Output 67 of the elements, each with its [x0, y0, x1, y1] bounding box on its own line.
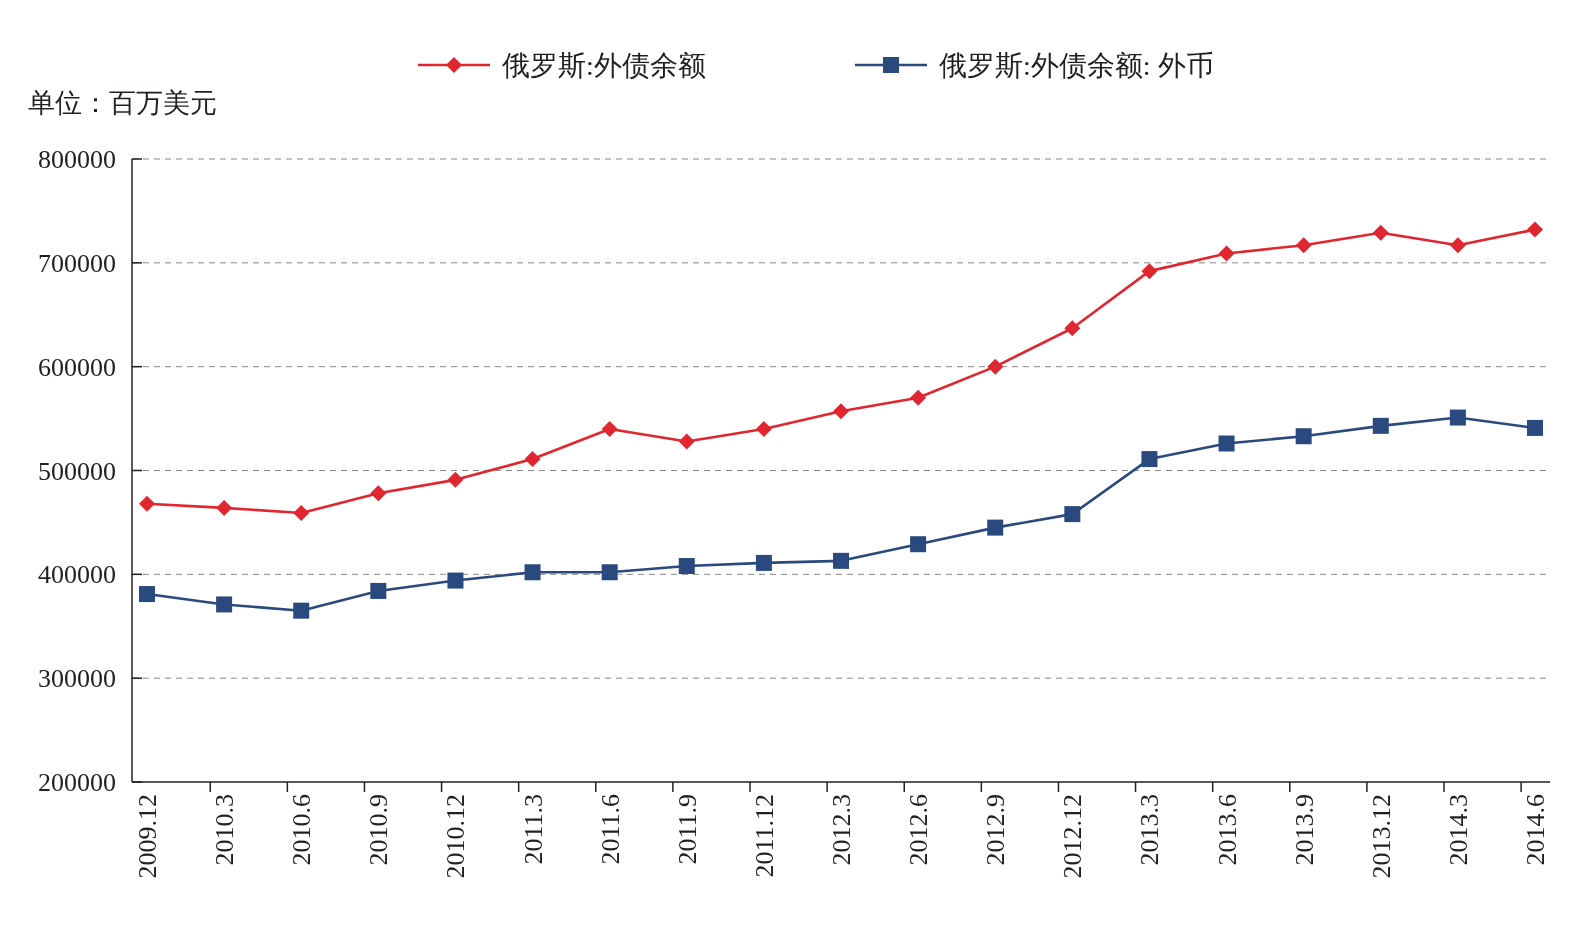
- point: [1449, 237, 1466, 254]
- point: [1064, 320, 1081, 337]
- point: [1372, 417, 1389, 434]
- y-tick-label: 400000: [38, 560, 116, 590]
- y-tick-label: 500000: [38, 456, 116, 486]
- point: [601, 420, 618, 437]
- point: [987, 519, 1004, 536]
- x-tick-label: 2013.9: [1289, 794, 1319, 866]
- point: [447, 572, 464, 589]
- point: [293, 505, 310, 522]
- point: [1527, 419, 1543, 436]
- x-tick-label: 2012.12: [1058, 794, 1088, 879]
- y-tick-label: 700000: [38, 248, 116, 278]
- point: [833, 403, 849, 420]
- point: [1218, 245, 1235, 262]
- point: [524, 564, 541, 581]
- x-tick-label: 2012.9: [981, 794, 1011, 866]
- point: [139, 586, 155, 603]
- point: [139, 495, 155, 512]
- point: [601, 564, 618, 581]
- x-tick-label: 2009.12: [133, 794, 162, 879]
- point: [216, 596, 233, 613]
- point: [216, 499, 233, 516]
- point: [1527, 221, 1543, 238]
- x-tick-label: 2012.3: [827, 794, 856, 866]
- x-tick-label: 2011.9: [672, 794, 702, 865]
- y-tick-label: 200000: [38, 768, 116, 797]
- point: [987, 358, 1004, 375]
- x-tick-label: 2010.9: [364, 794, 394, 866]
- point: [678, 558, 695, 575]
- point: [1141, 451, 1158, 468]
- point: [1372, 224, 1389, 241]
- x-tick-label: 2013.3: [1135, 794, 1165, 866]
- point: [447, 471, 464, 488]
- point: [755, 420, 772, 437]
- point: [1218, 435, 1235, 452]
- point: [678, 433, 695, 450]
- x-tick-label: 2014.3: [1443, 794, 1473, 866]
- y-tick-label: 800000: [38, 145, 116, 174]
- point: [1295, 237, 1312, 254]
- x-tick-label: 2010.12: [441, 794, 471, 879]
- x-tick-label: 2012.6: [904, 794, 934, 866]
- text: 单位：百万美元: [28, 88, 217, 118]
- legend-label: 俄罗斯:外债余额: 外币: [939, 50, 1214, 81]
- point: [370, 582, 387, 599]
- x-tick-label: 2010.6: [287, 794, 317, 866]
- x-tick-label: 2011.3: [518, 794, 548, 865]
- y-tick-label: 300000: [38, 664, 116, 694]
- point: [1295, 428, 1312, 445]
- point: [370, 485, 387, 502]
- point: [910, 536, 927, 553]
- point: [910, 389, 927, 406]
- x-tick-label: 2010.3: [210, 794, 240, 866]
- point: [1141, 263, 1158, 280]
- x-tick-label: 2013.12: [1366, 794, 1396, 879]
- x-tick-label: 2013.6: [1212, 794, 1242, 866]
- point: [1449, 409, 1466, 426]
- point: [293, 602, 310, 619]
- y-tick-label: 600000: [38, 352, 116, 382]
- x-tick-label: 2014.6: [1521, 794, 1550, 866]
- point: [1064, 506, 1081, 523]
- x-tick-label: 2011.12: [749, 794, 779, 878]
- legend-label: 俄罗斯:外债余额: [502, 50, 706, 81]
- point: [755, 554, 772, 571]
- point: [524, 451, 541, 468]
- point: [833, 552, 849, 569]
- x-tick-label: 2011.6: [595, 794, 625, 865]
